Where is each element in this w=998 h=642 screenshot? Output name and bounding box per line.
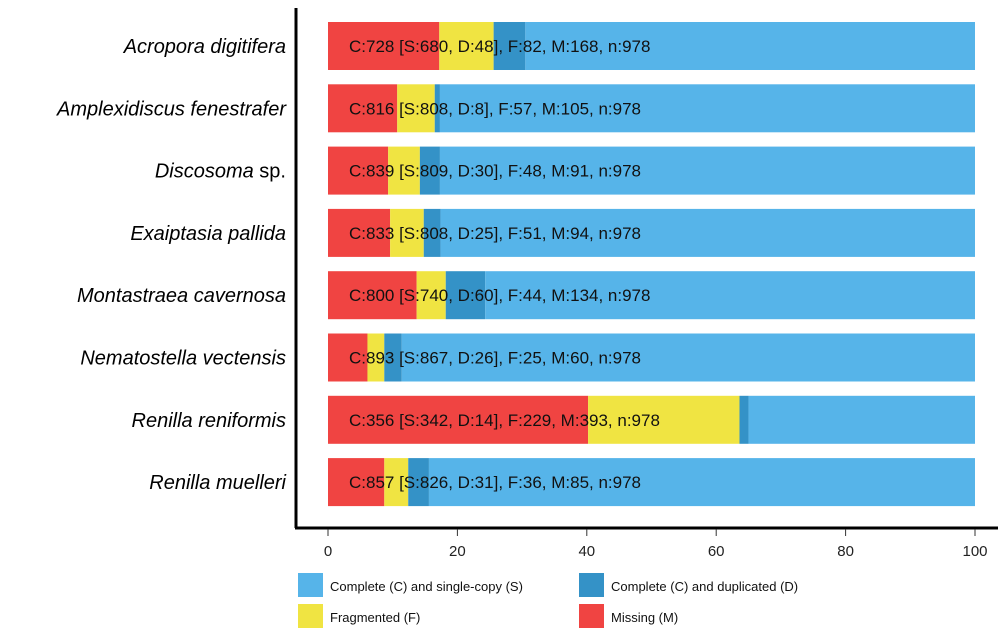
bar-segment-single (439, 146, 975, 195)
species-label-part: Montastraea cavernosa (77, 285, 286, 307)
species-label: Renilla reniformis (132, 410, 287, 432)
bar-data-label: C:816 [S:808, D:8], F:57, M:105, n:978 (349, 99, 641, 118)
bar-segment-fragmented (439, 22, 494, 70)
bar-segment-duplicated (739, 395, 749, 444)
legend-swatch-single (298, 573, 323, 597)
species-label: Montastraea cavernosa (77, 285, 286, 307)
bar-segment-fragmented (588, 395, 740, 444)
species-label-part: Acropora digitifera (123, 36, 286, 58)
bar-data-label: C:833 [S:808, D:25], F:51, M:94, n:978 (349, 224, 641, 243)
bar-segment-single (401, 333, 975, 382)
bar-segment-fragmented (388, 146, 420, 195)
species-label: Nematostella vectensis (80, 348, 286, 370)
legend-swatch-fragmented (298, 604, 323, 628)
bar-segment-duplicated (493, 22, 526, 70)
bar-segment-fragmented (384, 458, 409, 507)
species-label-part: Nematostella vectensis (80, 348, 286, 370)
bars-layer: C:728 [S:680, D:48], F:82, M:168, n:978 C… (328, 22, 976, 507)
bar-segment-single (748, 395, 975, 444)
legend-label: Missing (M) (611, 610, 678, 625)
bar-data-label: C:839 [S:809, D:30], F:48, M:91, n:978 (349, 162, 641, 181)
bar-segment-fragmented (416, 271, 446, 320)
x-tick-label: 40 (578, 543, 595, 560)
bar-segment-missing (328, 84, 398, 133)
x-tick-label: 80 (837, 543, 854, 560)
bar-segment-missing (328, 458, 385, 507)
species-label: Discosoma sp. (155, 161, 286, 183)
species-label-part: Exaiptasia pallida (130, 223, 286, 245)
bar-segment-duplicated (423, 208, 441, 257)
bar-segment-fragmented (397, 84, 435, 133)
bar-data-label: C:857 [S:826, D:31], F:36, M:85, n:978 (349, 473, 641, 492)
x-tick-label: 100 (962, 543, 987, 560)
legend-swatch-duplicated (579, 573, 604, 597)
species-label-part: Renilla reniformis (132, 410, 287, 432)
bar-segment-missing (328, 208, 391, 257)
bar-segment-duplicated (408, 458, 429, 507)
bar-data-label: C:893 [S:867, D:26], F:25, M:60, n:978 (349, 349, 641, 368)
bar-data-label: C:728 [S:680, D:48], F:82, M:168, n:978 (349, 37, 650, 56)
bar-segment-fragmented (390, 208, 424, 257)
axes (294, 8, 998, 530)
bar-segment-duplicated (434, 84, 440, 133)
bar-segment-single (485, 271, 975, 320)
bar-segment-single (439, 84, 975, 133)
x-tick-label: 0 (324, 543, 332, 560)
bar-segment-missing (328, 333, 368, 382)
species-label-part: Amplexidiscus fenestrafer (56, 98, 287, 120)
species-label: Exaiptasia pallida (130, 223, 286, 245)
bar-segment-duplicated (419, 146, 440, 195)
bar-segment-fragmented (367, 333, 385, 382)
bar-segment-duplicated (445, 271, 486, 320)
species-label-part: Renilla muelleri (149, 472, 286, 494)
bar-segment-missing (328, 146, 389, 195)
legend: Complete (C) and single-copy (S) Complete… (298, 573, 798, 628)
bar-segment-missing (328, 271, 417, 320)
legend-label: Fragmented (F) (330, 610, 420, 625)
bar-segment-single (440, 208, 976, 257)
x-tick-label: 20 (449, 543, 466, 560)
bar-segment-missing (328, 395, 589, 444)
bar-data-label: C:800 [S:740, D:60], F:44, M:134, n:978 (349, 286, 650, 305)
species-label: Amplexidiscus fenestrafer (56, 98, 287, 120)
bar-data-label: C:356 [S:342, D:14], F:229, M:393, n:978 (349, 411, 660, 430)
species-label: Renilla muelleri (149, 472, 286, 494)
x-ticks: 0 20 40 60 80 100 (324, 529, 988, 560)
species-label-part: sp. (254, 161, 286, 183)
species-label: Acropora digitifera (123, 36, 286, 58)
legend-swatch-missing (579, 604, 604, 628)
x-tick-label: 60 (708, 543, 725, 560)
legend-label: Complete (C) and single-copy (S) (330, 579, 523, 594)
species-label-part: Discosoma (155, 161, 254, 183)
bar-segment-single (525, 22, 975, 70)
bar-segment-duplicated (384, 333, 402, 382)
bar-segment-single (428, 458, 975, 507)
species-labels: Acropora digitifera Amplexidiscus fenestr… (56, 36, 287, 494)
legend-label: Complete (C) and duplicated (D) (611, 579, 798, 594)
bar-segment-missing (328, 22, 440, 70)
